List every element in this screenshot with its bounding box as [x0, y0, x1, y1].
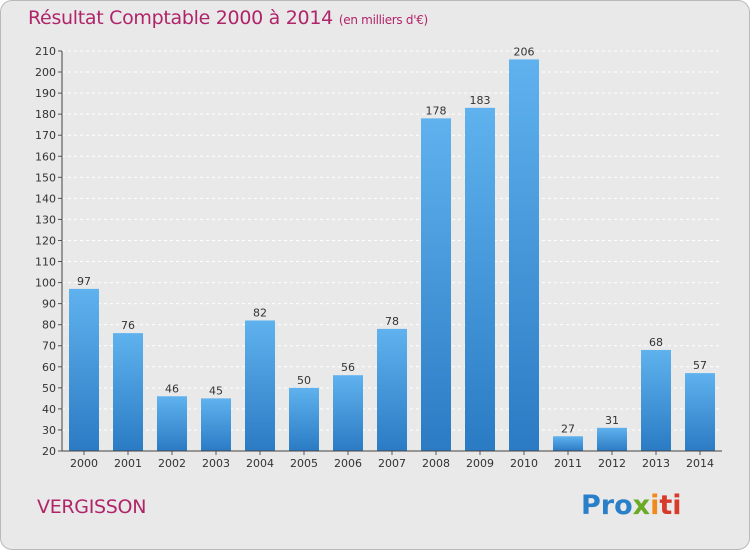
bar-value-label: 76 [121, 319, 135, 332]
x-tick-label: 2004 [246, 457, 274, 470]
axes: 20 30 40 50 60 70 80 90 100 110 120 130 140 150 160 170… [35, 45, 722, 470]
bar-value-label: 31 [605, 414, 619, 427]
y-tick-label: 180 [35, 108, 56, 121]
bar [465, 107, 495, 451]
x-tick-label: 2012 [598, 457, 626, 470]
bar-value-label: 50 [297, 374, 311, 387]
y-tick-label: 90 [42, 298, 56, 311]
logo-part: Pro [581, 490, 633, 521]
bar [421, 118, 451, 452]
y-tick-label: 110 [35, 256, 56, 269]
y-tick-label: 160 [35, 150, 56, 163]
y-tick-label: 60 [42, 361, 56, 374]
y-tick-label: 120 [35, 234, 56, 247]
y-tick-label: 30 [42, 424, 56, 437]
bar [69, 288, 99, 451]
bar-value-label: 183 [470, 94, 491, 107]
x-tick-label: 2010 [510, 457, 538, 470]
logo-part: ti [659, 490, 682, 521]
y-tick-label: 200 [35, 66, 56, 79]
bar [597, 427, 627, 451]
x-tick-label: 2002 [158, 457, 186, 470]
bar [157, 396, 187, 451]
x-tick-label: 2014 [686, 457, 714, 470]
x-tick-label: 2006 [334, 457, 362, 470]
bar-value-label: 97 [77, 275, 91, 288]
bar-value-label: 178 [426, 104, 447, 117]
y-tick-label: 20 [42, 445, 56, 458]
y-tick-label: 190 [35, 87, 56, 100]
y-tick-label: 150 [35, 171, 56, 184]
bar [113, 333, 143, 451]
y-tick-label: 70 [42, 340, 56, 353]
bar-value-label: 57 [693, 359, 707, 372]
bar [553, 436, 583, 451]
value-labels: 97 76 46 45 82 50 56 78 178 183 206 27 31 68 57 [77, 45, 707, 435]
bar-value-label: 27 [561, 422, 575, 435]
x-tick-label: 2003 [202, 457, 230, 470]
town-name: VERGISSON [37, 496, 147, 518]
y-tick-label: 130 [35, 213, 56, 226]
logo-part: i [650, 490, 660, 521]
bar [685, 373, 715, 451]
bar-value-label: 206 [514, 45, 535, 58]
x-tick-label: 2011 [554, 457, 582, 470]
chart-title: Résultat Comptable 2000 à 2014 (en millie… [28, 7, 428, 29]
y-tick-label: 40 [42, 403, 56, 416]
y-tick-label: 170 [35, 129, 56, 142]
x-tick-label: 2013 [642, 457, 670, 470]
x-tick-label: 2000 [70, 457, 98, 470]
y-tick-label: 140 [35, 192, 56, 205]
chart-subtitle: (en milliers d'€) [338, 13, 428, 27]
bar-value-label: 78 [385, 315, 399, 328]
x-tick-label: 2007 [378, 457, 406, 470]
y-tick-label: 50 [42, 382, 56, 395]
x-tick-label: 2009 [466, 457, 494, 470]
bar [377, 328, 407, 451]
x-tick-label: 2008 [422, 457, 450, 470]
bar [201, 398, 231, 451]
bar [509, 59, 539, 451]
bars [69, 59, 715, 452]
bar [333, 375, 363, 451]
chart-title-text: Résultat Comptable 2000 à 2014 [28, 7, 333, 29]
bar-value-label: 68 [649, 336, 663, 349]
bar-value-label: 82 [253, 306, 267, 319]
y-tick-label: 210 [35, 45, 56, 58]
bar [245, 320, 275, 451]
bar-value-label: 45 [209, 384, 223, 397]
x-tick-label: 2005 [290, 457, 318, 470]
logo-part: x [632, 490, 651, 521]
bar [641, 349, 671, 451]
bar-value-label: 46 [165, 382, 179, 395]
bar [289, 387, 319, 451]
y-tick-label: 80 [42, 319, 56, 332]
x-tick-label: 2001 [114, 457, 142, 470]
y-tick-label: 100 [35, 277, 56, 290]
bar-value-label: 56 [341, 361, 355, 374]
proxiti-logo[interactable]: Proxiti [581, 490, 682, 521]
